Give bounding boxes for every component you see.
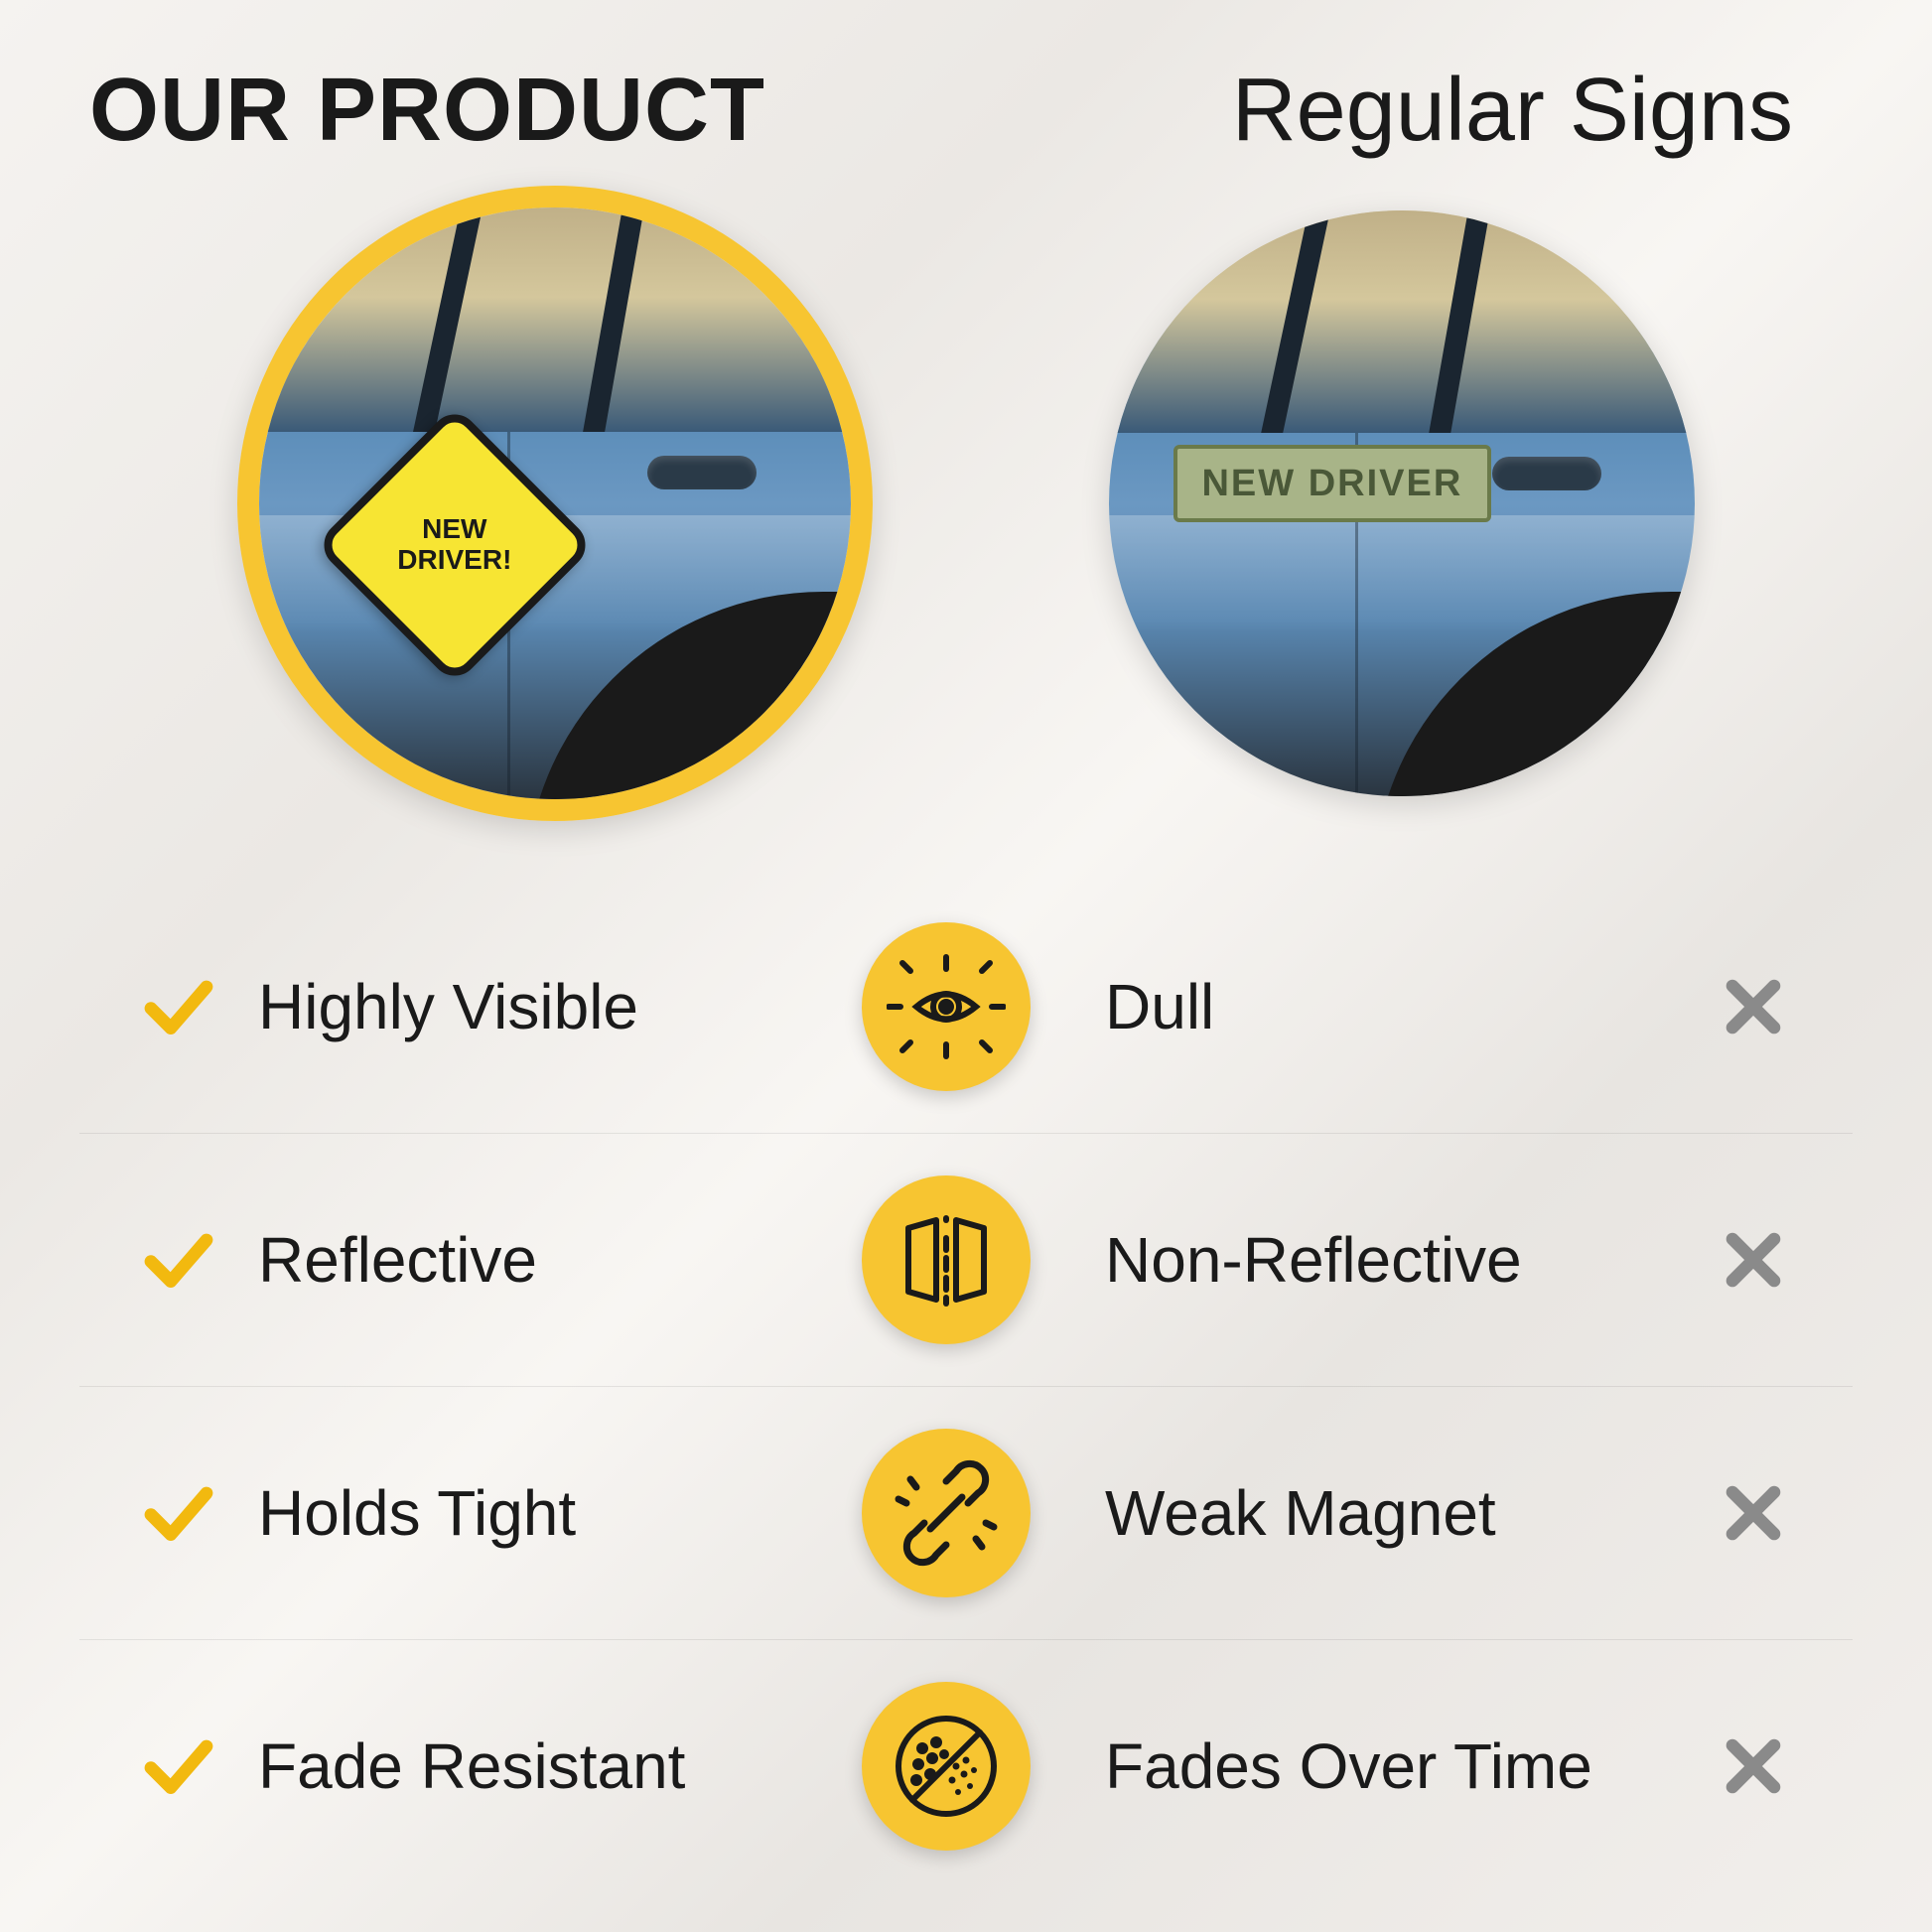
new-driver-diamond-sign: NEW DRIVER!: [315, 405, 596, 686]
our-feature-label: Highly Visible: [238, 970, 847, 1043]
sign-line1: NEW: [398, 515, 512, 546]
check-icon: [119, 1726, 238, 1806]
their-feature-label: Fades Over Time: [1045, 1729, 1694, 1803]
our-product-image: NEW DRIVER!: [237, 186, 873, 821]
comparison-infographic: OUR PRODUCT Regular Signs NEW DRIV: [0, 0, 1932, 1932]
x-icon: [1694, 1225, 1813, 1295]
their-feature-label: Non-Reflective: [1045, 1223, 1694, 1297]
feature-icon: [847, 1429, 1045, 1597]
car-illustration: NEW DRIVER: [1109, 210, 1695, 796]
door-handle-icon: [1492, 457, 1601, 490]
comparison-row: Fade Resistant Fades Over Time: [79, 1639, 1853, 1892]
check-icon: [119, 1220, 238, 1300]
door-handle-icon: [647, 456, 757, 489]
their-feature-label: Weak Magnet: [1045, 1476, 1694, 1550]
regular-sign-image: NEW DRIVER: [1109, 210, 1695, 796]
comparison-row: Holds Tight Weak Magnet: [79, 1386, 1853, 1639]
x-icon: [1694, 1731, 1813, 1801]
regular-sign-circle: NEW DRIVER: [1109, 210, 1695, 796]
our-feature-label: Holds Tight: [238, 1476, 847, 1550]
x-icon: [1694, 1478, 1813, 1548]
check-icon: [119, 1473, 238, 1553]
sign-line2: DRIVER!: [398, 545, 512, 576]
header-regular-signs: Regular Signs: [1232, 60, 1793, 162]
header-our-product: OUR PRODUCT: [89, 60, 765, 162]
check-icon: [119, 967, 238, 1046]
comparison-row: Reflective Non-Reflective: [79, 1133, 1853, 1386]
comparison-rows: Highly Visible Dull Reflective Non-Refle…: [79, 881, 1853, 1892]
our-feature-label: Reflective: [238, 1223, 847, 1297]
feature-icon: [847, 922, 1045, 1091]
new-driver-rect-sign: NEW DRIVER: [1173, 445, 1491, 522]
our-feature-label: Fade Resistant: [238, 1729, 847, 1803]
their-feature-label: Dull: [1045, 970, 1694, 1043]
feature-icon: [847, 1175, 1045, 1344]
our-product-circle: NEW DRIVER!: [237, 186, 873, 821]
car-illustration: NEW DRIVER!: [259, 207, 851, 799]
feature-icon: [847, 1682, 1045, 1851]
comparison-row: Highly Visible Dull: [79, 881, 1853, 1133]
header-row: OUR PRODUCT Regular Signs: [79, 60, 1853, 162]
product-images-row: NEW DRIVER! NEW DRIVER: [79, 186, 1853, 821]
x-icon: [1694, 972, 1813, 1041]
